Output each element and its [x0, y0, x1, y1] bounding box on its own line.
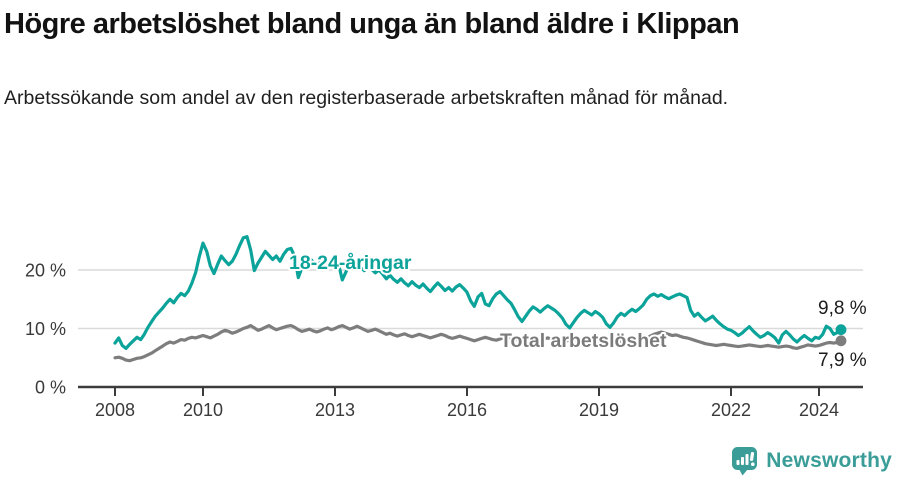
x-axis-label-2022: 2022	[711, 400, 751, 420]
x-axis-label-2024: 2024	[799, 400, 839, 420]
x-axis-label-2019: 2019	[579, 400, 619, 420]
chart-series	[113, 235, 847, 363]
chart-page: Högre arbetslöshet bland unga än bland ä…	[0, 6, 900, 480]
newsworthy-branding: Newsworthy	[731, 446, 892, 476]
series-line-18-24-åringar	[113, 235, 843, 350]
series-label-total: Total arbetslöshet	[500, 330, 667, 352]
y-axis-label-10: 10 %	[25, 319, 66, 339]
newsworthy-wordmark: Newsworthy	[766, 449, 892, 472]
x-axis-label-2010: 2010	[183, 400, 223, 420]
x-axis-label-2008: 2008	[95, 400, 135, 420]
end-value-label-total: 7,9 %	[818, 350, 867, 371]
x-axis-label-2016: 2016	[447, 400, 487, 420]
chart-canvas: 0 %10 %20 %2008 2010 2013 2016 2019 2022 2024 …	[25, 235, 868, 420]
series-label-youth: 18-24-åringar	[289, 251, 412, 274]
chart-subtitle: Arbetssökande som andel av den registerb…	[4, 86, 729, 109]
x-axis-label-2013: 2013	[315, 400, 355, 420]
series-endpoint-18-24-åringar	[835, 324, 847, 336]
chart-labels: 18-24-åringar Total arbetslöshet 9,8 % 7…	[287, 249, 868, 373]
y-axis-label-0: 0 %	[35, 378, 66, 398]
page-title: Högre arbetslöshet bland unga än bland ä…	[4, 8, 740, 40]
chart-grid: 0 % 10 % 20 % 2008 2010 2013 2016 2019 2022 2024	[25, 261, 863, 420]
end-value-label-youth: 9,8 %	[818, 298, 867, 319]
unemployment-line-chart: 0 % 10 % 20 % 2008 2010 2013 2016 2019 2022 2024 …	[0, 206, 900, 441]
newsworthy-logo-icon	[732, 447, 758, 476]
series-endpoint-total-arbetslöshet	[835, 335, 847, 347]
series-line-total-arbetslöshet	[113, 323, 843, 363]
y-axis-label-20: 20 %	[25, 261, 66, 281]
